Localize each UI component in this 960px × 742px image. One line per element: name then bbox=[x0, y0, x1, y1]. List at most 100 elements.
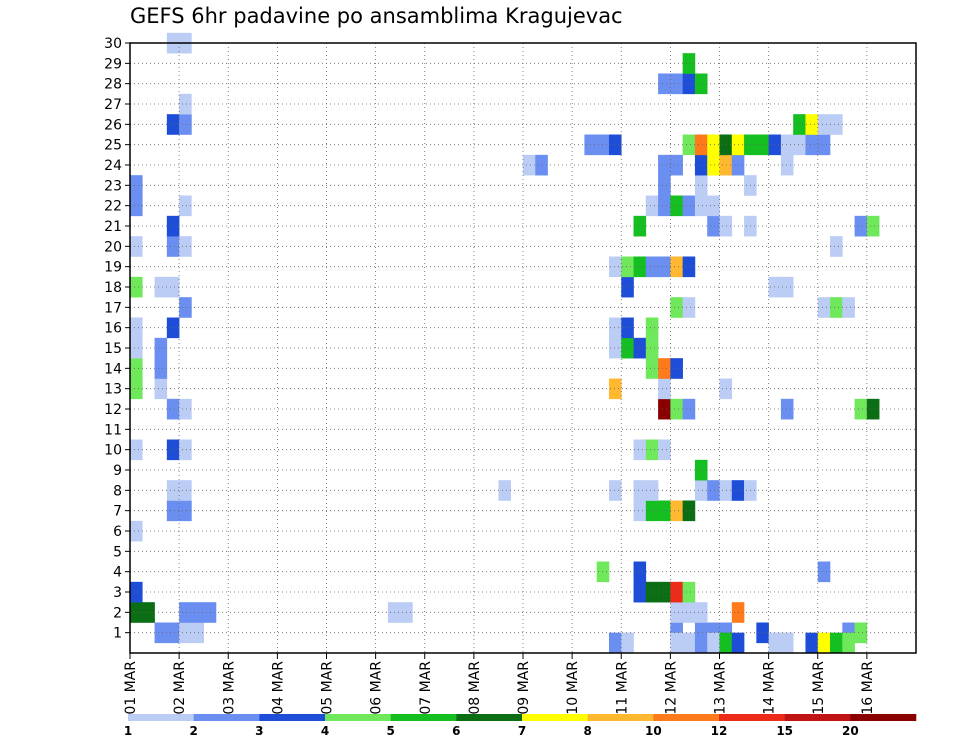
y-tick-label: 5 bbox=[113, 544, 122, 560]
heatmap-cell bbox=[645, 581, 659, 603]
legend-swatch bbox=[587, 714, 654, 721]
heatmap-cell bbox=[682, 632, 696, 654]
heatmap-cell bbox=[670, 297, 683, 318]
y-axis: 1234567891011121314151617181920212223242… bbox=[104, 36, 130, 642]
heatmap-cell bbox=[793, 134, 806, 156]
heatmap-cell bbox=[780, 134, 794, 156]
x-tick-label: 06 MAR bbox=[369, 661, 385, 715]
heatmap-cell bbox=[682, 500, 696, 522]
heatmap-cell bbox=[830, 236, 843, 257]
heatmap-cell bbox=[670, 73, 683, 95]
heatmap-cell bbox=[645, 256, 659, 278]
y-tick-label: 14 bbox=[104, 361, 122, 377]
heatmap-cell bbox=[633, 480, 647, 501]
legend-swatch bbox=[456, 714, 523, 721]
heatmap-cell bbox=[830, 632, 843, 654]
x-tick-label: 13 MAR bbox=[713, 661, 729, 715]
heatmap-cell bbox=[154, 337, 168, 359]
heatmap-cell bbox=[166, 114, 180, 135]
heatmap-cell bbox=[682, 73, 696, 95]
heatmap-cell bbox=[621, 337, 634, 359]
legend-swatch bbox=[325, 714, 391, 721]
heatmap-cell bbox=[645, 337, 659, 359]
heatmap-cell bbox=[866, 398, 880, 420]
heatmap-cell bbox=[694, 154, 708, 176]
x-tick-label: 01 MAR bbox=[123, 661, 139, 715]
legend-swatch bbox=[653, 714, 720, 721]
heatmap-cell bbox=[768, 632, 782, 654]
x-tick-label: 10 MAR bbox=[565, 661, 581, 715]
heatmap-cell bbox=[633, 500, 647, 522]
heatmap-cell bbox=[191, 622, 204, 644]
heatmap-cell bbox=[179, 398, 192, 420]
legend-swatch bbox=[522, 714, 588, 721]
heatmap-cell bbox=[154, 358, 168, 379]
y-tick-label: 7 bbox=[113, 504, 122, 520]
heatmap-cell bbox=[179, 297, 192, 318]
heatmap-cell bbox=[179, 439, 192, 461]
heatmap-cell bbox=[130, 602, 143, 623]
heatmap-cell bbox=[130, 581, 143, 603]
heatmap-cell bbox=[707, 480, 720, 501]
heatmap-cell bbox=[191, 602, 204, 623]
y-tick-label: 3 bbox=[113, 585, 122, 601]
heatmap-cell bbox=[130, 358, 143, 379]
y-tick-label: 21 bbox=[104, 219, 122, 235]
heatmap-cell bbox=[694, 602, 708, 623]
heatmap-cell bbox=[130, 317, 143, 339]
heatmap-cell bbox=[658, 581, 671, 603]
heatmap-cell bbox=[682, 581, 696, 603]
heatmap-cell bbox=[523, 154, 536, 176]
heatmap-cell bbox=[670, 602, 683, 623]
heatmap-cell bbox=[142, 602, 155, 623]
heatmap-cell bbox=[670, 154, 683, 176]
y-tick-label: 20 bbox=[104, 239, 122, 255]
heatmap-cell bbox=[658, 500, 671, 522]
legend-swatch bbox=[128, 714, 194, 721]
x-axis: 01 MAR 02 MAR 03 MAR 04 MAR 05 MAR 06 MAR 07 M… bbox=[123, 653, 876, 715]
heatmap-cell bbox=[633, 581, 647, 603]
x-tick-label: 11 MAR bbox=[614, 661, 630, 715]
heatmap-cell bbox=[817, 297, 831, 318]
heatmap-cell bbox=[854, 398, 868, 420]
heatmap-cell bbox=[645, 358, 659, 379]
heatmap-cell bbox=[780, 632, 794, 654]
y-tick-label: 9 bbox=[113, 463, 122, 479]
legend-label: 5 bbox=[386, 724, 394, 738]
heatmap-cell bbox=[621, 256, 634, 278]
heatmap-cell bbox=[130, 175, 143, 196]
heatmap-cell bbox=[608, 480, 622, 501]
y-tick-label: 10 bbox=[104, 443, 122, 459]
heatmap-cell bbox=[179, 114, 192, 135]
heatmap-cell bbox=[682, 53, 696, 74]
heatmap-cell bbox=[670, 195, 683, 217]
heatmap-cell bbox=[830, 297, 843, 318]
heatmap-cell bbox=[645, 195, 659, 217]
x-tick-label: 07 MAR bbox=[418, 661, 434, 715]
heatmap-cell bbox=[166, 215, 180, 237]
heatmap-cell bbox=[719, 632, 733, 654]
heatmap-cell bbox=[166, 236, 180, 257]
heatmap-cell bbox=[633, 337, 647, 359]
heatmap-cell bbox=[731, 632, 745, 654]
heatmap-cell bbox=[817, 114, 831, 135]
heatmap-cell bbox=[670, 500, 683, 522]
y-tick-label: 25 bbox=[104, 138, 122, 154]
heatmap-cell bbox=[633, 256, 647, 278]
legend-label: 12 bbox=[711, 724, 728, 738]
heatmap-cell bbox=[719, 215, 733, 237]
heatmap-cell bbox=[694, 134, 708, 156]
heatmap-cell bbox=[694, 175, 708, 196]
y-tick-label: 28 bbox=[104, 77, 122, 93]
heatmap-cell bbox=[694, 632, 708, 654]
heatmap-cell bbox=[670, 398, 683, 420]
y-tick-label: 22 bbox=[104, 199, 122, 215]
x-tick-label: 16 MAR bbox=[860, 661, 876, 715]
heatmap-cell bbox=[621, 276, 634, 298]
heatmap-cell bbox=[780, 398, 794, 420]
y-tick-label: 17 bbox=[104, 300, 122, 316]
heatmap-cell bbox=[645, 480, 659, 501]
heatmap-cell bbox=[793, 114, 806, 135]
x-tick-label: 05 MAR bbox=[320, 661, 336, 715]
